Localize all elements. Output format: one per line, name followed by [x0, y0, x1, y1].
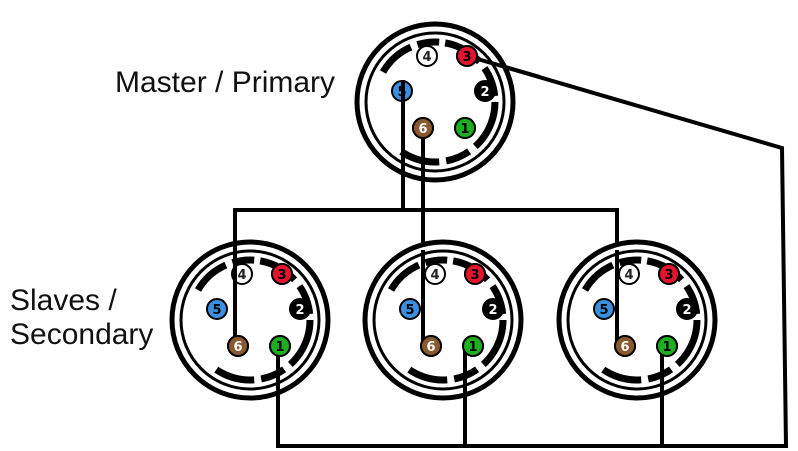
svg-text:4: 4	[422, 50, 431, 65]
pin-2: 2	[676, 298, 698, 320]
svg-text:3: 3	[462, 50, 471, 65]
connector-outer-ring	[169, 239, 331, 401]
pin-top-1: 1	[269, 335, 291, 357]
svg-text:3: 3	[470, 268, 479, 283]
connector-slave-3: 1 2 3 4 5 6	[556, 239, 718, 401]
svg-text:3: 3	[664, 268, 673, 283]
svg-text:4: 4	[430, 268, 439, 283]
pin-top-6: 6	[420, 335, 442, 357]
svg-text:6: 6	[233, 340, 242, 355]
svg-text:3: 3	[277, 268, 286, 283]
pin-2: 2	[474, 80, 496, 102]
svg-text:2: 2	[295, 303, 304, 318]
connector-inner-ring	[372, 249, 514, 391]
svg-text:6: 6	[426, 340, 435, 355]
connector-slave-2: 1 2 3 4 5 6	[362, 239, 524, 401]
svg-text:2: 2	[488, 303, 497, 318]
svg-text:5: 5	[599, 303, 608, 318]
svg-text:5: 5	[405, 303, 414, 318]
svg-text:4: 4	[624, 268, 633, 283]
slaves-label-line1: Slaves /	[10, 284, 117, 317]
svg-text:6: 6	[620, 340, 629, 355]
pin-top-3: 3	[456, 45, 478, 67]
wire-0	[276, 54, 789, 448]
svg-text:5: 5	[212, 303, 221, 318]
svg-text:1: 1	[275, 340, 284, 355]
connector-outer-ring	[556, 239, 718, 401]
connector-master: 123456	[354, 21, 516, 183]
svg-text:6: 6	[418, 122, 427, 137]
slaves-label-line2: Secondary	[10, 318, 154, 351]
connector-outer-ring	[362, 239, 524, 401]
pin-5: 5	[593, 298, 615, 320]
svg-text:2: 2	[682, 303, 691, 318]
svg-text:4: 4	[237, 268, 246, 283]
svg-text:1: 1	[662, 340, 671, 355]
pin-top-1: 1	[656, 335, 678, 357]
pin-top-6: 6	[614, 335, 636, 357]
connector-outer-ring	[354, 21, 516, 183]
pin-5: 5	[206, 298, 228, 320]
connector-inner-ring	[364, 31, 506, 173]
svg-text:1: 1	[460, 122, 469, 137]
connector-inner-ring	[566, 249, 708, 391]
pin-5: 5	[399, 298, 421, 320]
pin-4: 4	[416, 45, 438, 67]
pin-top-6: 6	[412, 117, 434, 139]
pin-2: 2	[289, 298, 311, 320]
svg-text:1: 1	[468, 340, 477, 355]
pin-2: 2	[482, 298, 504, 320]
master-label: Master / Primary	[115, 66, 336, 99]
wire-overlay: 6 1 3 6 1 3 6 1 3 6 1 3	[227, 45, 680, 400]
connector-inner-ring	[179, 249, 321, 391]
pin-top-1: 1	[454, 117, 476, 139]
pin-4: 4	[424, 263, 446, 285]
pin-top-3: 3	[658, 263, 680, 285]
wire-inner-8	[466, 54, 541, 79]
pin-top-3: 3	[464, 263, 486, 285]
pin-top-1: 1	[462, 335, 484, 357]
svg-text:2: 2	[480, 85, 489, 100]
connector-slave-1: 1 2 3 4 5 6	[169, 239, 331, 401]
pin-top-3: 3	[271, 263, 293, 285]
pin-4: 4	[618, 263, 640, 285]
pin-top-6: 6	[227, 335, 249, 357]
